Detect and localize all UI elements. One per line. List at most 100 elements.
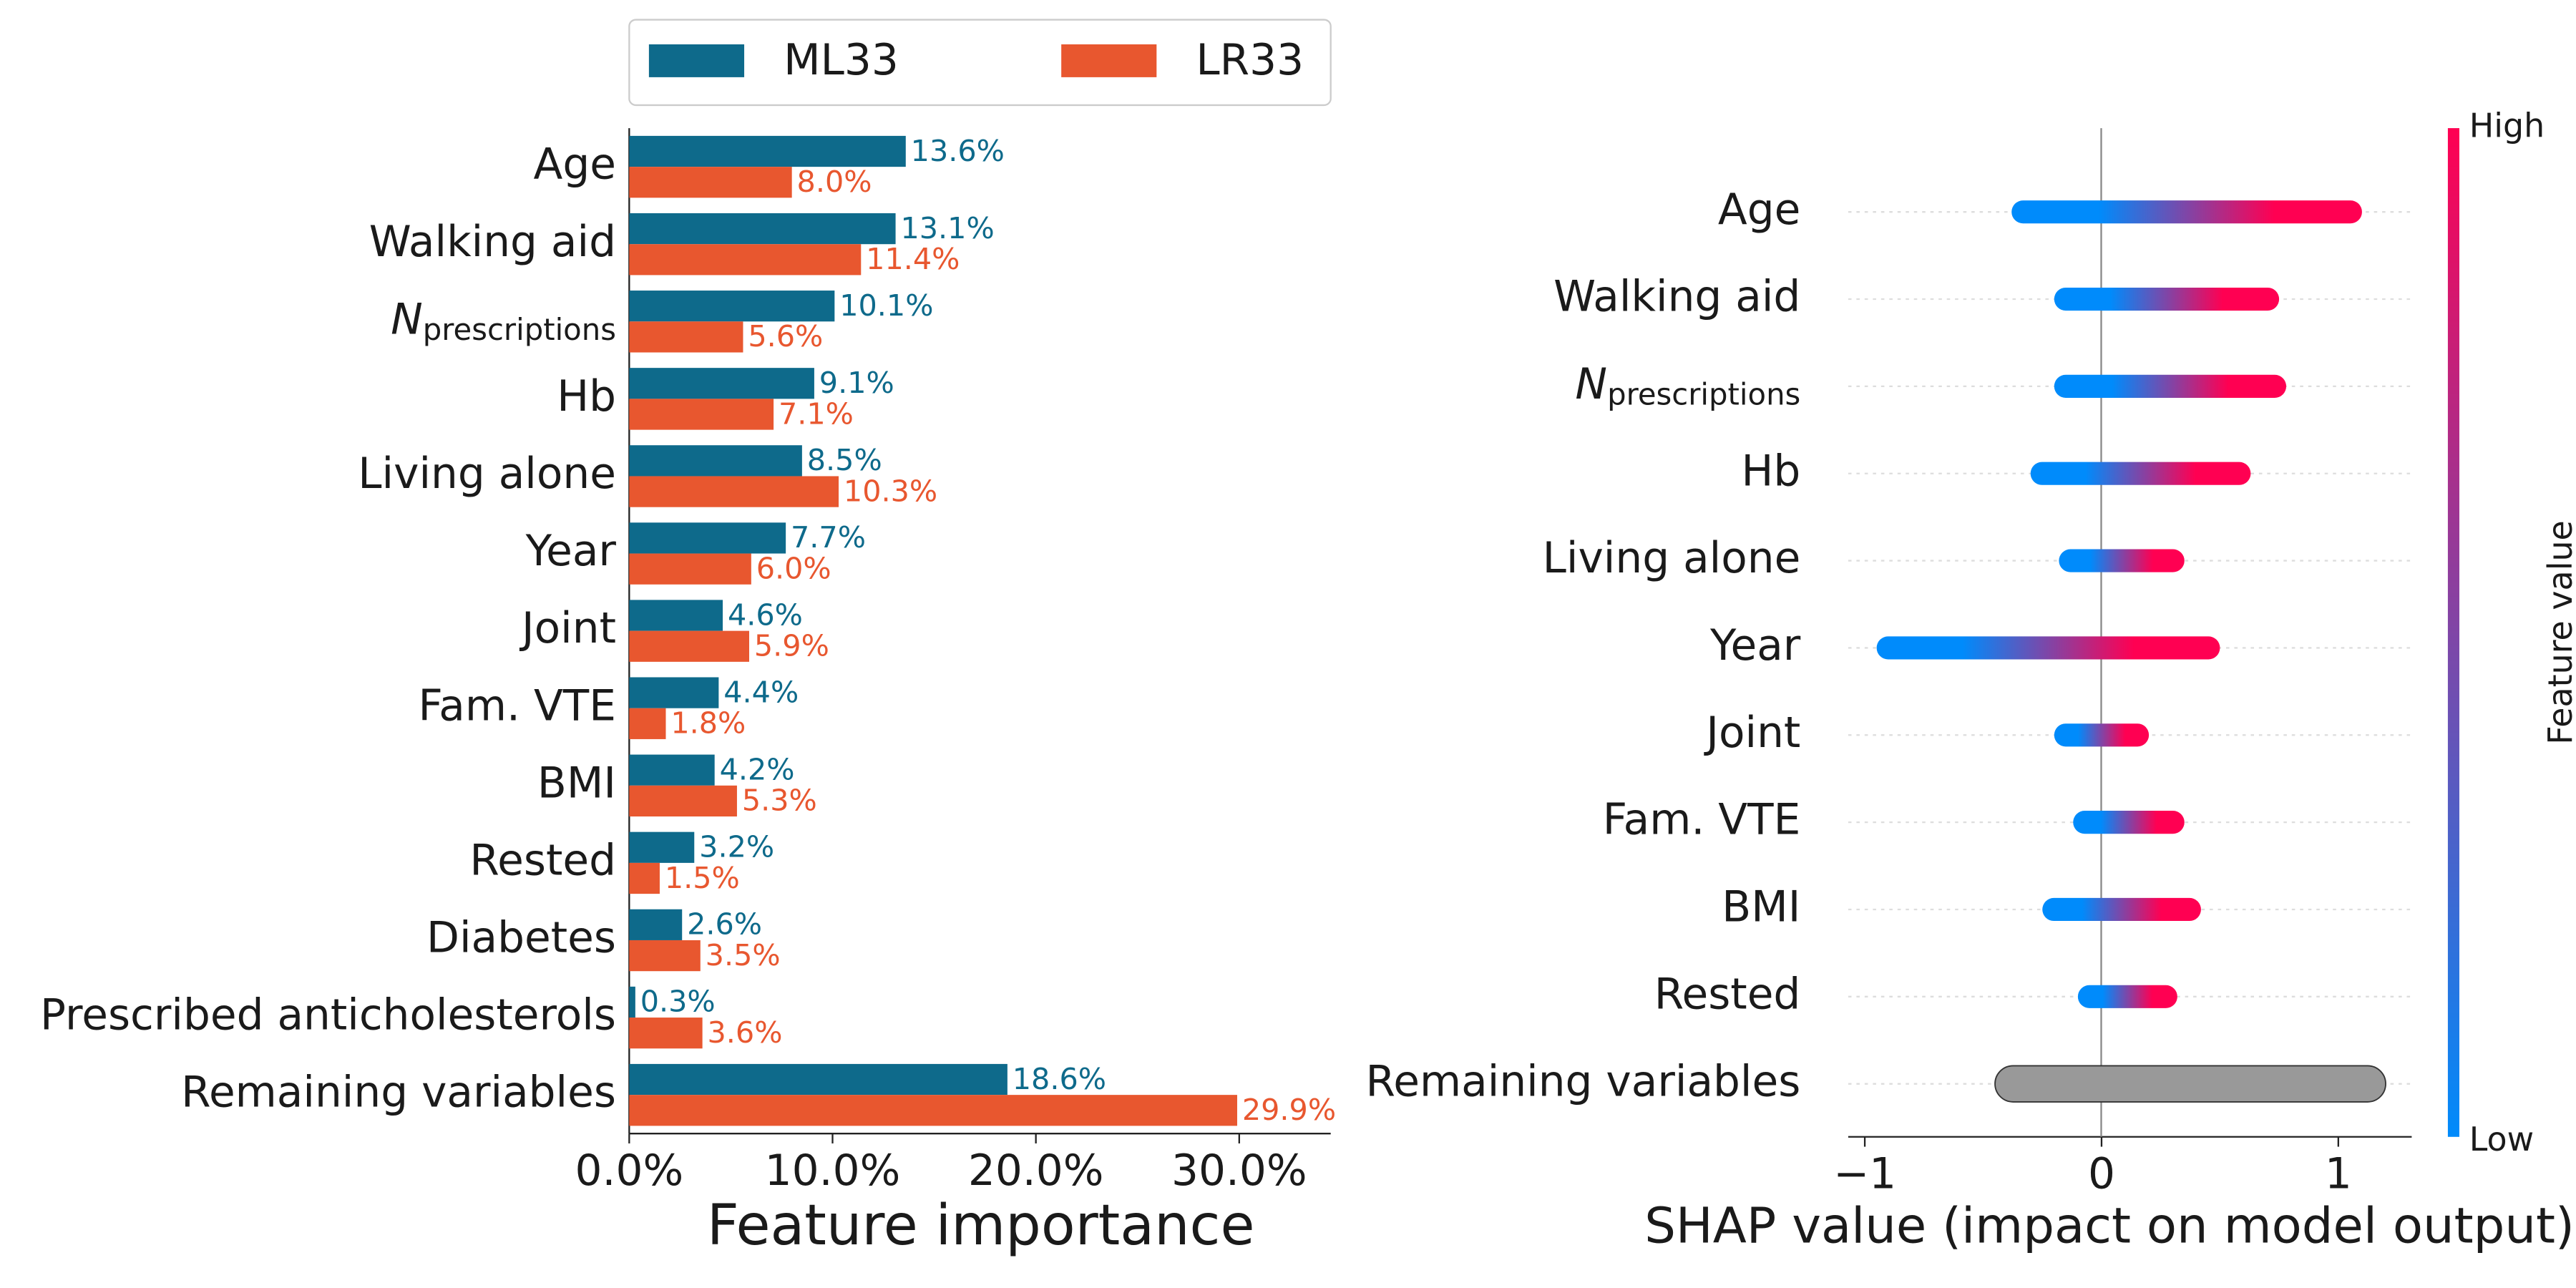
- bar: [629, 909, 683, 940]
- colorbar-high: High: [2469, 107, 2545, 145]
- bar: [629, 986, 635, 1018]
- bar: [629, 291, 835, 322]
- bar: [629, 708, 666, 739]
- value-label: 13.6%: [911, 134, 1005, 168]
- bar: [629, 862, 660, 894]
- x-tick-label: 1: [2325, 1149, 2352, 1199]
- x-tick-label: 0.0%: [575, 1146, 684, 1196]
- bar: [629, 677, 719, 708]
- x-tick-label: 0: [2088, 1149, 2115, 1199]
- y-tick-label: Living alone: [358, 449, 616, 499]
- value-label: 6.0%: [756, 551, 831, 585]
- value-label: 4.2%: [720, 752, 795, 786]
- swarm: [2054, 374, 2287, 398]
- y-tick-label: Walking aid: [1553, 273, 1800, 322]
- swarm: [2011, 200, 2362, 224]
- y-tick-label: Fam. VTE: [418, 681, 616, 731]
- value-label: 0.3%: [640, 985, 716, 1019]
- bar: [629, 1095, 1237, 1126]
- colorbar-label: Feature value: [2541, 520, 2576, 744]
- label-subscript: prescriptions: [423, 312, 616, 347]
- y-tick-label: Fam. VTE: [1603, 796, 1801, 845]
- bar: [629, 244, 862, 275]
- label-main: N: [1575, 359, 1607, 409]
- y-tick-label: Joint: [519, 604, 616, 653]
- y-tick-label: Remaining variables: [181, 1068, 616, 1118]
- bar: [629, 600, 723, 631]
- y-tick-label: Joint: [1703, 708, 1800, 758]
- value-label: 2.6%: [687, 907, 762, 942]
- x-tick-label: 20.0%: [968, 1146, 1104, 1196]
- x-tick-label: −1: [1833, 1149, 1896, 1199]
- x-axis-title: Feature importance: [707, 1194, 1255, 1258]
- value-label: 10.3%: [844, 474, 937, 508]
- y-tick-label: Age: [1718, 185, 1800, 235]
- x-tick-label: 30.0%: [1171, 1146, 1307, 1196]
- y-tick-label: Rested: [469, 836, 616, 885]
- swarm: [1876, 636, 2220, 660]
- swarm: [2054, 723, 2150, 747]
- y-tick-label: Hb: [1742, 447, 1801, 496]
- y-tick-label: Diabetes: [426, 914, 616, 963]
- value-label: 5.3%: [742, 784, 817, 818]
- value-label: 3.5%: [706, 938, 781, 972]
- swarm: [2073, 811, 2185, 834]
- y-tick-label: Age: [534, 140, 616, 190]
- y-tick-label: Year: [1709, 621, 1801, 670]
- y-tick-label: Year: [525, 527, 617, 576]
- value-label: 3.2%: [699, 830, 774, 864]
- value-label: 8.5%: [807, 443, 882, 477]
- colorbar-low: Low: [2469, 1120, 2534, 1158]
- y-tick-label: BMI: [1722, 883, 1800, 932]
- y-tick-label: Nprescriptions: [391, 295, 616, 347]
- legend-swatch: [1061, 44, 1157, 77]
- colorbar: [2447, 128, 2459, 1137]
- swarm: [2054, 287, 2280, 311]
- bar: [629, 167, 792, 198]
- y-tick-label: Living alone: [1543, 534, 1801, 583]
- x-tick-label: 10.0%: [765, 1146, 901, 1196]
- bar: [629, 399, 774, 430]
- value-label: 13.1%: [900, 211, 994, 245]
- bar: [629, 445, 802, 477]
- value-label: 11.4%: [866, 242, 960, 276]
- legend-label: ML33: [784, 36, 899, 85]
- value-label: 1.8%: [670, 706, 746, 741]
- bar: [629, 831, 695, 863]
- y-tick-label: Nprescriptions: [1575, 359, 1800, 411]
- swarm: [2042, 897, 2201, 922]
- value-label: 29.9%: [1242, 1093, 1336, 1127]
- legend-box: [628, 19, 1332, 107]
- value-label: 4.6%: [728, 597, 803, 632]
- bar: [629, 1063, 1008, 1096]
- x-axis-title: SHAP value (impact on model output): [1644, 1197, 2575, 1254]
- bar: [629, 135, 906, 167]
- legend-label: LR33: [1196, 36, 1304, 85]
- y-tick-label: Hb: [557, 372, 616, 421]
- y-tick-label: Walking aid: [369, 218, 616, 267]
- value-label: 9.1%: [819, 366, 894, 400]
- swarm: [2059, 549, 2185, 572]
- label-main: N: [391, 295, 423, 344]
- value-label: 5.6%: [748, 319, 823, 353]
- value-label: 18.6%: [1013, 1062, 1106, 1096]
- value-label: 7.1%: [779, 396, 854, 431]
- bar: [629, 630, 749, 662]
- bar: [629, 785, 737, 817]
- y-tick-label: Prescribed anticholesterols: [40, 991, 616, 1040]
- label-subscript: prescriptions: [1607, 376, 1800, 411]
- value-label: 3.6%: [708, 1015, 783, 1050]
- bar: [629, 476, 839, 507]
- value-label: 1.5%: [665, 861, 740, 895]
- bar: [629, 368, 814, 399]
- bar: [629, 321, 743, 353]
- swarm: [2030, 462, 2251, 485]
- violin: [1994, 1065, 2386, 1103]
- bar: [629, 754, 715, 786]
- bar: [629, 553, 751, 585]
- y-tick-label: Remaining variables: [1366, 1057, 1801, 1106]
- bar: [629, 522, 786, 554]
- bar: [629, 213, 896, 245]
- legend-swatch: [648, 44, 745, 77]
